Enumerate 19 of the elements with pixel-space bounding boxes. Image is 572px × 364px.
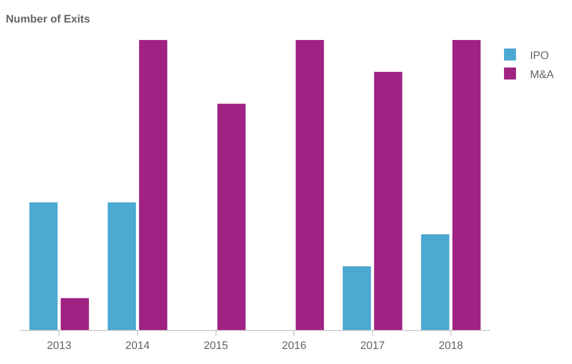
legend-label: IPO: [530, 50, 550, 62]
bar: [139, 40, 168, 330]
x-tick-label: 2013: [46, 340, 72, 352]
bar: [108, 202, 136, 330]
chart-title: Number of Exits: [6, 13, 90, 26]
x-tick-label: 2014: [125, 340, 150, 352]
bar: [421, 234, 450, 330]
x-tick-label: 2015: [204, 340, 228, 352]
x-tick-label: 2017: [360, 340, 385, 352]
legend-label: M&A: [530, 68, 554, 81]
bar: [374, 72, 402, 330]
bar: [217, 104, 246, 330]
x-tick-label: 2018: [438, 340, 464, 352]
bar: [452, 40, 481, 330]
bar: [342, 266, 371, 330]
bar: [29, 202, 58, 330]
x-tick-label: 2016: [282, 340, 306, 352]
bar: [60, 298, 89, 330]
bar: [296, 40, 324, 330]
